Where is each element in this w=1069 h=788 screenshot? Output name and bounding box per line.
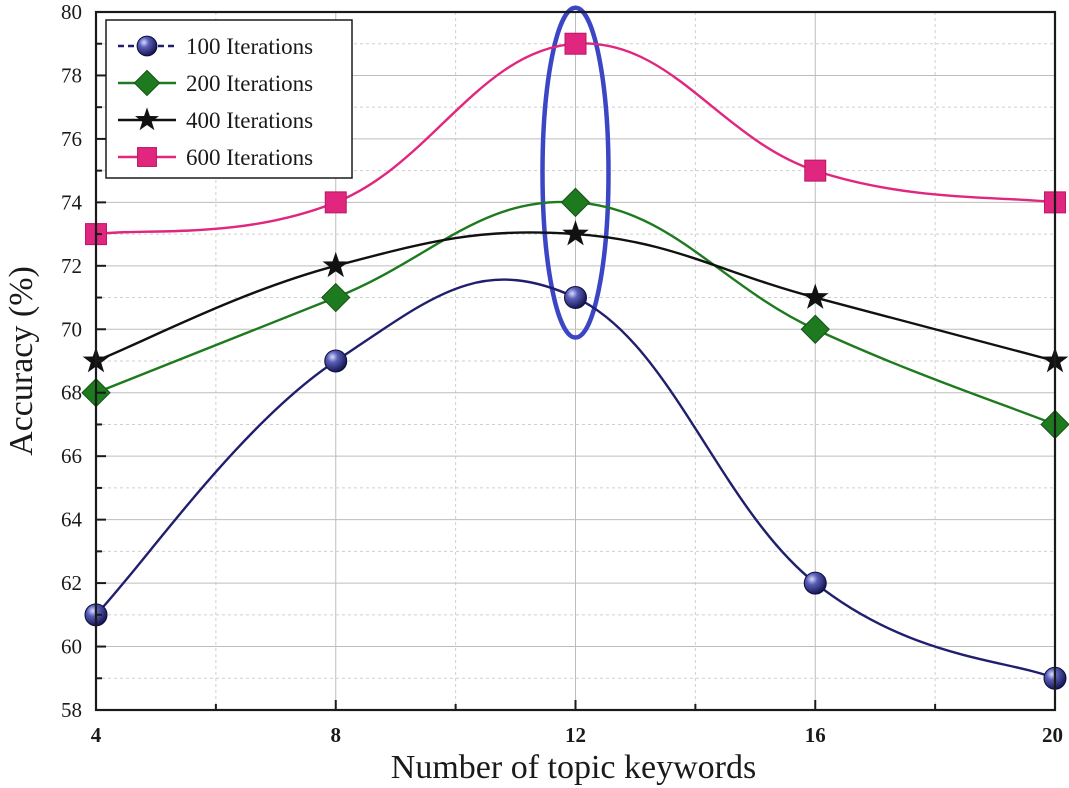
y-tick-label: 74 <box>61 190 83 214</box>
legend-label: 600 Iterations <box>186 145 313 170</box>
legend-label: 400 Iterations <box>186 108 313 133</box>
legend-marker <box>137 147 157 167</box>
x-tick-label: 4 <box>91 723 102 747</box>
data-point <box>562 220 589 246</box>
legend-marker <box>135 107 159 131</box>
y-tick-label: 60 <box>61 635 82 659</box>
data-point <box>322 251 350 278</box>
data-point <box>803 571 827 595</box>
y-tick-labels: 58 60 62 64 66 68 70 72 74 76 78 80 <box>61 0 83 722</box>
x-tick-labels: 4 8 12 16 20 <box>91 723 1063 747</box>
legend-item: 200 Iterations <box>118 69 313 97</box>
x-tick-label: 20 <box>1042 723 1063 747</box>
legend-marker <box>136 35 158 57</box>
data-point <box>801 283 829 309</box>
data-point <box>804 159 827 182</box>
y-tick-label: 72 <box>61 254 82 278</box>
data-point <box>324 349 348 373</box>
y-tick-label: 66 <box>61 444 82 468</box>
highlight-ellipse <box>540 5 611 340</box>
legend-marker <box>133 69 161 97</box>
highlight-layer <box>540 5 611 340</box>
data-point <box>321 282 351 313</box>
legend-label: 200 Iterations <box>186 71 313 96</box>
axis-ticks <box>95 11 1056 711</box>
y-tick-label: 70 <box>61 317 82 341</box>
legend: 100 Iterations 200 Iterations 400 Iteratio… <box>105 19 353 179</box>
y-tick-label: 58 <box>61 698 82 722</box>
x-tick-label: 16 <box>805 723 826 747</box>
y-tick-label: 64 <box>61 508 83 532</box>
series-200-iterations <box>81 187 1069 440</box>
y-tick-label: 62 <box>61 571 82 595</box>
data-point <box>564 286 587 310</box>
legend-item: 100 Iterations <box>118 34 313 59</box>
y-tick-label: 80 <box>61 0 82 24</box>
data-point <box>800 314 830 344</box>
legend-item: 600 Iterations <box>118 145 313 170</box>
y-tick-label: 78 <box>61 63 82 87</box>
legend-item: 400 Iterations <box>118 107 313 133</box>
series-600-iterations <box>85 32 1066 246</box>
x-axis-title: Number of topic keywords <box>391 749 756 786</box>
y-tick-label: 76 <box>61 127 82 151</box>
data-point <box>324 191 347 214</box>
data-point <box>560 187 591 218</box>
y-tick-label: 68 <box>61 381 82 405</box>
y-axis-title: Accuracy (%) <box>3 266 40 456</box>
legend-label: 100 Iterations <box>186 34 313 59</box>
x-tick-label: 12 <box>565 723 586 747</box>
x-tick-label: 8 <box>331 723 342 747</box>
data-point <box>564 32 587 55</box>
